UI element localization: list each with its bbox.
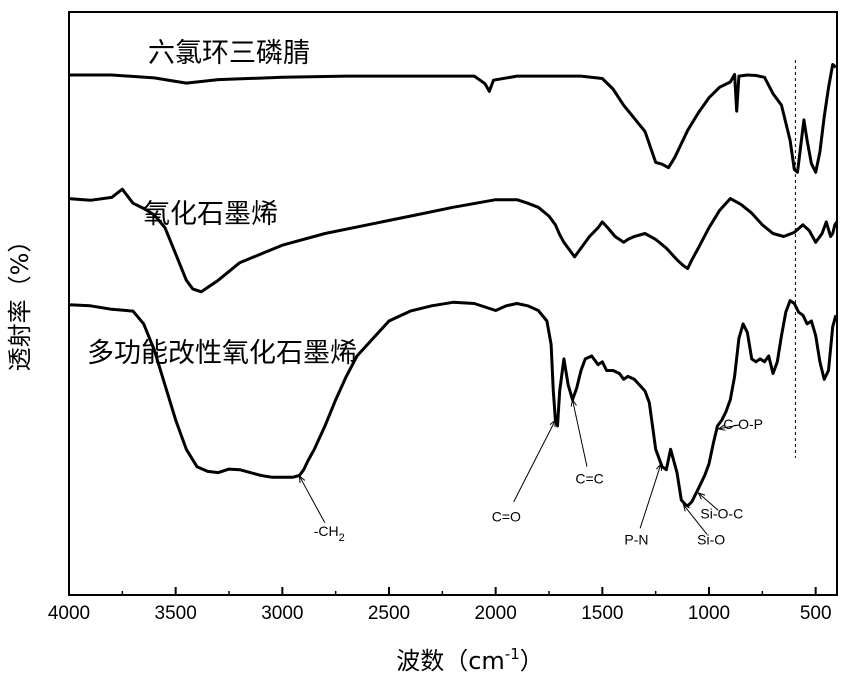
x-axis-title-main: 波数（cm [396,647,505,675]
annotation-label: -CH2 [314,523,345,544]
annotation-label: P-N [624,532,648,548]
x-tick-label: 2500 [368,603,410,624]
x-tick-label: 3000 [261,603,303,624]
x-tick-label: 2000 [475,603,517,624]
x-tick-label: 3500 [155,603,197,624]
series-label-modified-go: 多功能改性氧化石墨烯 [87,338,357,369]
curve-modified-go [69,301,836,506]
annotation-label: Si-O-C [700,505,743,521]
x-axis-title-sup: -1 [505,645,520,663]
annotation-arrow [572,400,587,467]
x-tick-label: 4000 [48,603,90,624]
spectra-layer [69,65,837,506]
annotation-label: Si-O [697,532,725,548]
x-tick-label: 1000 [688,603,730,624]
annotation-label: C=C [575,470,603,486]
annotation-arrow [514,420,556,502]
x-axis-ticks: 4000 3500 3000 2500 2000 1500 1000 500 [48,587,832,624]
annotation-arrow [640,464,661,528]
annotation-label: C-O-P [723,416,763,432]
ftir-chart: -CH2 C=O C=C P-N Si-O Si-O-C C-O-P 4000 3500 300… [0,0,846,681]
series-label-go: 氧化石墨烯 [143,199,278,230]
x-axis-title: 波数（cm-1） [396,645,544,675]
curve-hccp [69,65,836,173]
annotation-label: C=O [492,508,521,524]
x-tick-label: 1500 [581,603,623,624]
x-axis-title-close: ） [520,647,544,675]
x-tick-label: 500 [800,603,832,624]
annotation-arrow [299,476,324,523]
y-axis-title: 透射率（%） [6,229,34,372]
annotations-layer: -CH2 C=O C=C P-N Si-O Si-O-C C-O-P [299,400,763,548]
series-label-hccp: 六氯环三磷腈 [148,38,310,69]
